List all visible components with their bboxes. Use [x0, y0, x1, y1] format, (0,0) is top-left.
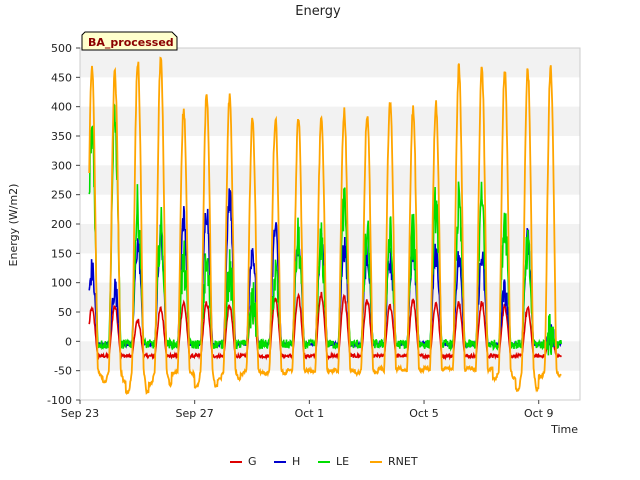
series-line-g [88, 291, 562, 361]
legend: G H LE RNET [230, 455, 418, 468]
y-tick-label: 500 [51, 42, 72, 55]
legend-label-le: LE [336, 455, 349, 468]
y-ticks: -100 -50 0 50 100 150 200 250 300 350 400 450 500 [47, 42, 80, 407]
x-ticks: Sep 23 Sep 27 Oct 1 Oct 5 Oct 9 [61, 400, 554, 420]
legend-label-g: G [248, 455, 257, 468]
x-tick-label: Oct 9 [524, 407, 554, 420]
y-tick-label: 200 [51, 218, 72, 231]
y-tick-label: -100 [47, 394, 72, 407]
x-tick-label: Oct 1 [295, 407, 325, 420]
y-tick-label: 150 [51, 247, 72, 260]
y-tick-label: 400 [51, 101, 72, 114]
y-tick-label: -50 [54, 365, 72, 378]
series-layer [88, 56, 563, 395]
series-line-rnet [88, 56, 562, 395]
badge-label: BA_processed [88, 36, 174, 49]
y-tick-label: 0 [65, 335, 72, 348]
chart-title: Energy [295, 4, 341, 19]
grid-band [80, 48, 580, 78]
x-tick-label: Sep 23 [61, 407, 99, 420]
y-tick-label: 300 [51, 159, 72, 172]
grid-band [80, 106, 580, 136]
badge: BA_processed [81, 31, 178, 51]
x-tick-label: Sep 27 [176, 407, 214, 420]
y-tick-label: 50 [58, 306, 72, 319]
legend-label-rnet: RNET [388, 455, 418, 468]
legend-label-h: H [292, 455, 300, 468]
x-axis-label: Time [550, 423, 578, 436]
y-tick-label: 250 [51, 189, 72, 202]
badge-box [81, 31, 178, 51]
y-tick-label: 350 [51, 130, 72, 143]
grid-band [80, 165, 580, 195]
y-tick-label: 450 [51, 71, 72, 84]
x-tick-label: Oct 5 [409, 407, 439, 420]
y-tick-label: 100 [51, 277, 72, 290]
grid-band [80, 224, 580, 254]
y-axis-label: Energy (W/m2) [7, 184, 20, 267]
